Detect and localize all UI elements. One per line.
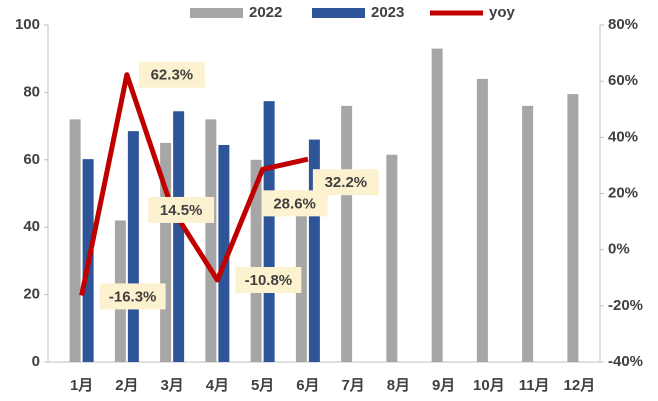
bar <box>160 142 172 362</box>
label-box <box>312 169 379 196</box>
bar <box>386 154 398 362</box>
legend-label: 2022 <box>249 4 282 21</box>
bar <box>341 105 353 362</box>
y-tick-label: 40 <box>23 218 40 235</box>
y2-tick-label: 60% <box>608 72 638 89</box>
bar <box>173 111 185 362</box>
x-tick-label: 9月 <box>432 377 455 394</box>
bar <box>127 131 139 362</box>
y2-tick-label: 0% <box>608 241 630 258</box>
x-tick-label: 8月 <box>387 377 410 394</box>
x-tick-label: 3月 <box>160 377 183 394</box>
label-box <box>235 266 302 293</box>
bar <box>567 94 579 363</box>
bar <box>263 101 275 363</box>
y-tick-label: 20 <box>23 286 40 303</box>
y-tick-label: 0 <box>32 353 40 370</box>
x-tick-label: 12月 <box>564 377 596 394</box>
data-label: 14.5% <box>160 202 203 219</box>
data-label: 28.6% <box>273 195 316 212</box>
bar <box>250 159 262 362</box>
data-label: 62.3% <box>151 67 194 84</box>
bar <box>308 139 320 362</box>
y2-tick-label: 80% <box>608 16 638 33</box>
x-tick-label: 11月 <box>519 377 550 394</box>
bar <box>218 144 230 362</box>
x-tick-label: 4月 <box>206 377 229 394</box>
data-label: -16.3% <box>109 288 157 305</box>
y-tick-label: 60 <box>23 151 40 168</box>
x-tick-label: 1月 <box>70 377 93 394</box>
y2-tick-label: 20% <box>608 184 638 201</box>
y2-tick-label: -40% <box>608 353 643 370</box>
y-tick-label: 100 <box>15 16 40 33</box>
legend-swatch <box>190 8 243 18</box>
x-tick-label: 7月 <box>341 377 364 394</box>
x-tick-label: 2月 <box>115 377 138 394</box>
bar <box>431 48 443 363</box>
x-tick-label: 10月 <box>473 377 505 394</box>
bar <box>205 119 217 362</box>
bar <box>476 78 488 363</box>
y2-tick-label: -20% <box>608 297 643 314</box>
line <box>79 72 309 296</box>
legend-swatch <box>312 8 365 18</box>
bar <box>522 105 534 362</box>
y-tick-label: 80 <box>23 83 40 100</box>
bar <box>69 119 81 362</box>
data-label: 32.2% <box>325 174 368 191</box>
data-label: -10.8% <box>245 272 293 289</box>
legend-label: yoy <box>489 4 516 21</box>
legend-label: 2023 <box>371 4 404 21</box>
label-box <box>148 196 215 223</box>
y2-tick-label: 40% <box>608 128 638 145</box>
label-box <box>99 283 166 310</box>
x-tick-label: 5月 <box>251 377 274 394</box>
label-box <box>138 61 205 88</box>
x-tick-label: 6月 <box>296 377 319 394</box>
